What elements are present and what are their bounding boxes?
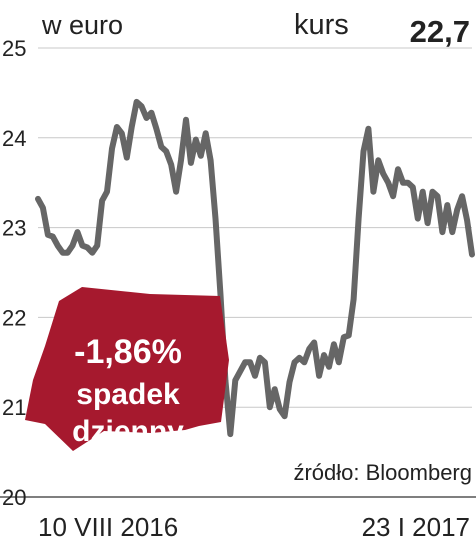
y-tick-label: 22	[2, 305, 26, 330]
y-tick-label: 21	[2, 395, 26, 420]
daily-change-badge: -1,86% spadek dzienny	[25, 287, 229, 451]
kurs-label: kurs	[294, 9, 349, 41]
kurs-value: 22,7	[410, 14, 470, 49]
price-series-line	[35, 98, 475, 438]
x-start-label: 10 VIII 2016	[38, 512, 178, 542]
source-label: źródło: Bloomberg	[293, 460, 472, 485]
badge-arrow-shape	[25, 287, 229, 451]
badge-label-line1: spadek	[76, 378, 180, 411]
y-tick-label: 24	[2, 126, 26, 151]
y-tick-label: 23	[2, 216, 26, 241]
unit-label: w euro	[41, 10, 123, 40]
y-axis-ticks: 20 21 22 23 24 25	[2, 36, 26, 510]
badge-change-value: -1,86%	[74, 333, 182, 371]
x-end-label: 23 I 2017	[362, 512, 470, 542]
y-tick-label: 25	[2, 36, 26, 61]
y-tick-label: 20	[2, 485, 26, 510]
badge-label-line2: dzienny	[72, 415, 184, 448]
